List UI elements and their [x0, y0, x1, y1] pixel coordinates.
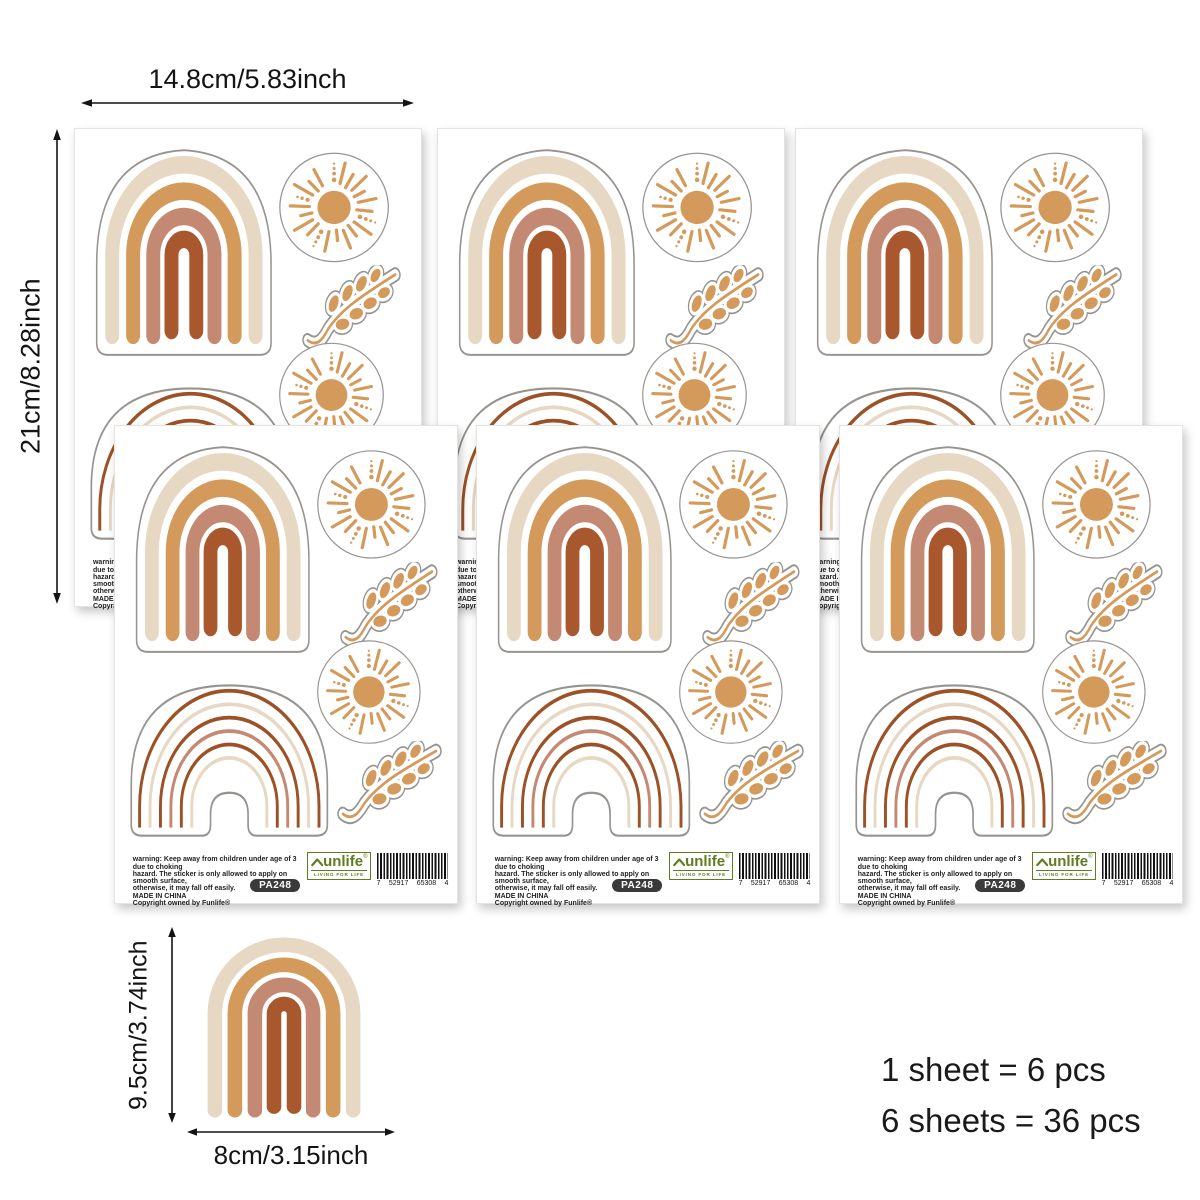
barcode-bars — [738, 853, 811, 880]
roof-icon — [311, 856, 324, 868]
rainbow-solid-sticker — [489, 435, 681, 659]
sku-badge: PA248 — [975, 878, 1026, 892]
rainbow-solid-sticker — [127, 435, 319, 659]
warning-text: warning: Keep away from children under a… — [495, 856, 669, 907]
rainbow-line-sticker — [487, 672, 696, 844]
registered-mark: ® — [725, 854, 730, 861]
roof-icon — [1036, 856, 1049, 868]
copyright-text: Copyright owned by Funlife® — [857, 900, 956, 908]
copyright-text: Copyright owned by Funlife® — [494, 900, 593, 908]
warning-line: warning: Keep away from children under a… — [132, 856, 297, 871]
single-width-arrow — [187, 1128, 395, 1136]
rainbow-solid-sticker — [87, 138, 281, 362]
warning-line: warning: Keep away from children under a… — [857, 856, 1022, 871]
sunburst-sticker — [315, 446, 428, 563]
piece-count-text: 1 sheet = 6 pcs 6 sheets = 36 pcs — [881, 1051, 1141, 1153]
sheet-width-arrow — [81, 99, 414, 107]
sunburst-sticker — [640, 149, 754, 266]
barcode: 7 52917 65308 4 — [376, 853, 449, 892]
registered-mark: ® — [1088, 854, 1093, 861]
funlife-logo: unlife ® LIVING FOR LIFE — [1031, 852, 1097, 881]
brand-tagline: LIVING FOR LIFE — [672, 870, 730, 877]
sticker-sheet: warning: Keep away from children under a… — [839, 425, 1183, 907]
warning-line: hazard. The sticker is only allowed to a… — [132, 870, 288, 886]
roof-icon — [673, 856, 686, 868]
warning-line: otherwise, it may fall off easily. — [857, 885, 961, 893]
sheet-height-label: 21cm/8.28inch — [15, 278, 46, 455]
leaf-branch-sticker — [331, 739, 448, 828]
brand-text: unlife — [685, 853, 726, 871]
registered-mark: ® — [363, 854, 368, 861]
barcode-digits: 7 52917 65308 4 — [1101, 880, 1174, 888]
sunburst-sticker — [998, 149, 1112, 266]
made-in-text: MADE IN CHINA — [494, 892, 549, 900]
brand-tagline: LIVING FOR LIFE — [310, 870, 368, 877]
warning-line: otherwise, it may fall off easily. — [494, 885, 598, 893]
funlife-logo: unlife ® LIVING FOR LIFE — [306, 852, 372, 881]
sunburst-sticker — [1040, 446, 1153, 563]
barcode-digits: 7 52917 65308 4 — [376, 880, 449, 888]
funlife-logo: unlife ® LIVING FOR LIFE — [668, 852, 734, 881]
brand-text: unlife — [1048, 853, 1089, 871]
made-in-text: MADE IN CHINA — [132, 892, 187, 900]
rainbow-solid-sticker — [808, 138, 1002, 362]
single-rainbow-sticker — [193, 923, 375, 1123]
sunburst-sticker — [677, 446, 790, 563]
sheet-width-label: 14.8cm/5.83inch — [148, 64, 347, 94]
warning-line: hazard. The sticker is only allowed to a… — [857, 870, 1013, 886]
sku-badge: PA248 — [612, 878, 663, 892]
barcode-digits: 7 52917 65308 4 — [738, 880, 811, 888]
warning-line: warning: Keep away from children under a… — [494, 856, 659, 871]
barcode-bars — [376, 853, 449, 880]
barcode: 7 52917 65308 4 — [1101, 853, 1174, 892]
leaf-branch-sticker — [1056, 739, 1173, 828]
brand-tagline: LIVING FOR LIFE — [1035, 870, 1093, 877]
sku-badge: PA248 — [250, 878, 301, 892]
single-width-label: 8cm/3.15inch — [213, 1140, 369, 1170]
rainbow-solid-sticker — [450, 138, 644, 362]
leaf-branch-sticker — [693, 739, 810, 828]
warning-text: warning: Keep away from children under a… — [858, 856, 1032, 907]
single-height-arrow — [168, 927, 176, 1123]
warning-line: hazard. The sticker is only allowed to a… — [494, 870, 650, 886]
brand-text: unlife — [323, 853, 364, 871]
count-line-2: 6 sheets = 36 pcs — [881, 1102, 1141, 1139]
warning-line: otherwise, it may fall off easily. — [132, 885, 236, 893]
single-height-label: 9.5cm/3.74inch — [124, 940, 153, 1110]
rainbow-line-sticker — [125, 672, 334, 844]
made-in-text: MADE IN CHINA — [857, 892, 912, 900]
sunburst-sticker — [277, 149, 391, 266]
copyright-text: Copyright owned by Funlife® — [132, 900, 231, 908]
sheet-height-arrow — [53, 129, 61, 604]
sticker-sheet: warning: Keep away from children under a… — [476, 425, 820, 907]
sticker-sheet: warning: Keep away from children under a… — [114, 425, 458, 907]
count-line-1: 1 sheet = 6 pcs — [881, 1051, 1106, 1088]
barcode-bars — [1101, 853, 1174, 880]
barcode: 7 52917 65308 4 — [738, 853, 811, 892]
rainbow-line-sticker — [850, 672, 1059, 844]
warning-text: warning: Keep away from children under a… — [133, 856, 307, 907]
rainbow-solid-sticker — [852, 435, 1044, 659]
